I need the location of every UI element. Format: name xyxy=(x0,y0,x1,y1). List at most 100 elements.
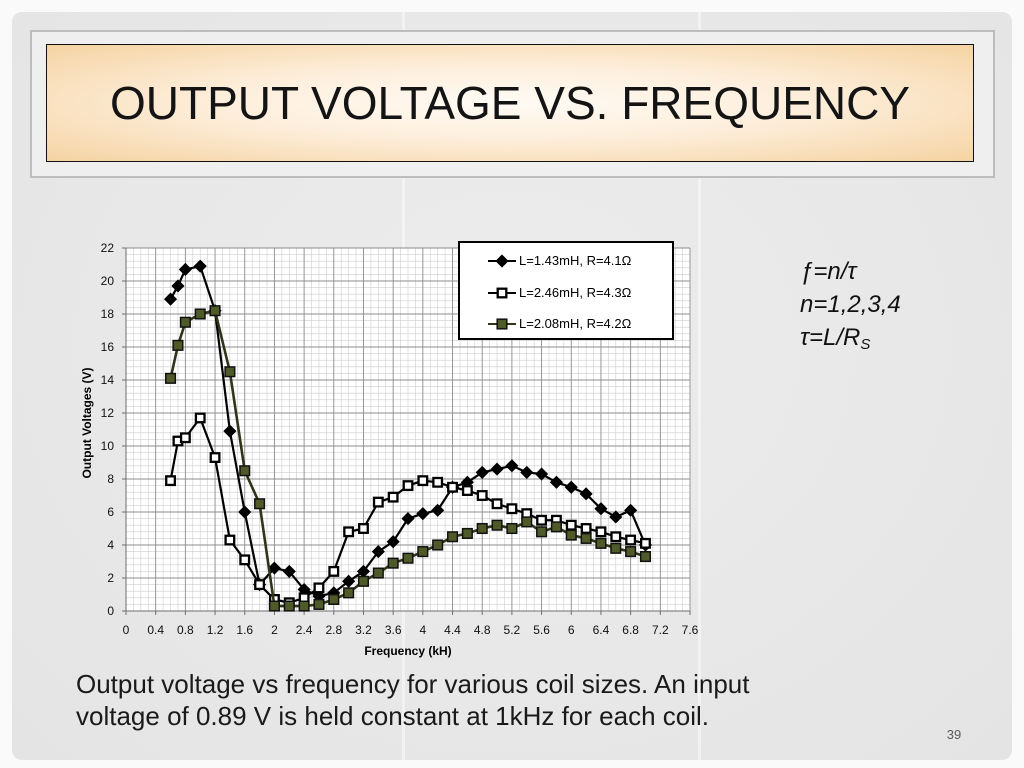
series-3 xyxy=(164,305,652,612)
series-2-point xyxy=(194,412,206,424)
axes xyxy=(122,247,691,615)
series-3-point xyxy=(179,316,191,328)
background-stripe xyxy=(698,12,701,760)
series-3-point xyxy=(446,531,459,543)
series-2-point xyxy=(387,491,399,503)
legend-marker xyxy=(488,318,516,330)
series-1-point xyxy=(238,505,252,519)
formula-block: ƒ=n/τ n=1,2,3,4 τ=L/RS xyxy=(800,255,901,354)
x-tick-label: 4 xyxy=(419,623,426,637)
series-3-point xyxy=(298,600,310,612)
y-tick-label: 0 xyxy=(107,604,114,618)
y-tick-label: 14 xyxy=(101,373,115,387)
series-3-point xyxy=(224,366,236,378)
y-tick-label: 16 xyxy=(101,340,115,354)
y-tick-label: 8 xyxy=(107,472,114,486)
series-1-point xyxy=(371,545,385,559)
series-2-point xyxy=(640,537,651,549)
x-tick-label: 7.2 xyxy=(652,623,669,637)
formula-tau: τ=L/RS xyxy=(800,321,901,354)
series-3-point xyxy=(328,593,340,605)
series-1-point xyxy=(163,292,178,306)
legend-label: L=2.08mH, R=4.2Ω xyxy=(519,316,632,331)
x-tick-label: 0 xyxy=(123,623,130,637)
series-2-point xyxy=(476,490,488,501)
series-group xyxy=(163,259,653,612)
series-1-line xyxy=(169,265,647,598)
x-tick-label: 5.6 xyxy=(533,623,550,637)
y-tick-label: 18 xyxy=(101,307,115,321)
series-3-point xyxy=(268,600,280,612)
series-1-point xyxy=(624,503,638,517)
y-tick-label: 6 xyxy=(107,505,114,519)
series-1-point xyxy=(505,459,519,473)
series-1-point xyxy=(401,512,415,526)
formula-tau-main: τ=L/R xyxy=(800,324,861,351)
series-2-point xyxy=(610,531,622,543)
legend-symbol xyxy=(496,318,508,330)
series-3-point xyxy=(372,567,384,579)
series-3-point xyxy=(164,372,177,384)
x-tick-label: 7.6 xyxy=(682,623,699,637)
series-3-point xyxy=(172,339,184,351)
x-tick-label: 1.2 xyxy=(207,623,224,637)
series-1-point xyxy=(564,480,578,494)
legend: L=1.43mH, R=4.1Ω L=2.46mH, R=4.3Ω L=2.08… xyxy=(458,241,674,340)
x-tick-label: 2.8 xyxy=(325,623,342,637)
series-3-point xyxy=(357,575,370,587)
series-1-point xyxy=(549,475,563,489)
formula-n-values: n=1,2,3,4 xyxy=(800,291,901,318)
series-2-point xyxy=(372,496,384,508)
y-axis-title: Output Voltages (V) xyxy=(80,367,94,478)
legend-symbol xyxy=(495,254,509,268)
legend-marker xyxy=(488,287,516,299)
y-tick-label: 12 xyxy=(101,406,115,420)
series-3-point xyxy=(476,522,488,535)
series-2-point xyxy=(402,480,414,492)
series-2-point xyxy=(313,582,325,594)
series-3-point xyxy=(521,516,533,528)
figure-caption: Output voltage vs frequency for various … xyxy=(76,669,750,731)
x-axis-title: Frequency (kH) xyxy=(364,644,451,658)
series-2-point xyxy=(254,579,266,591)
series-3-point xyxy=(283,600,295,612)
formula-tau-subscript: S xyxy=(860,336,871,353)
legend-item: L=1.43mH, R=4.1Ω xyxy=(460,251,672,271)
series-2-point xyxy=(565,519,577,531)
series-3-point xyxy=(343,587,355,599)
series-1-point xyxy=(475,465,489,479)
slide-title: OUTPUT VOLTAGE VS. FREQUENCY xyxy=(109,77,910,129)
title-box: OUTPUT VOLTAGE VS. FREQUENCY xyxy=(46,44,974,162)
series-1-point xyxy=(416,507,430,521)
series-2-point xyxy=(328,565,340,577)
series-3-point xyxy=(209,305,221,317)
x-tick-label: 4.8 xyxy=(474,623,491,637)
legend-symbol xyxy=(496,287,508,299)
series-2-point xyxy=(179,432,191,444)
series-2-point xyxy=(447,481,458,493)
series-2-point xyxy=(432,476,444,488)
x-tick-label: 5.2 xyxy=(504,623,521,637)
series-3-point xyxy=(536,526,548,538)
y-tick-label: 2 xyxy=(107,571,114,585)
series-1-point xyxy=(579,487,593,501)
x-tick-label: 0.8 xyxy=(177,623,194,637)
series-2-point xyxy=(343,526,355,538)
series-3-point xyxy=(432,539,444,551)
series-1-point xyxy=(609,510,623,524)
series-2 xyxy=(165,412,651,609)
y-tick-label: 10 xyxy=(101,439,115,453)
series-3-point xyxy=(610,542,622,554)
y-tick-label: 20 xyxy=(101,274,115,288)
x-tick-label: 1.6 xyxy=(236,623,253,637)
series-3-point xyxy=(580,532,592,544)
series-3-point xyxy=(254,498,266,510)
series-1-point xyxy=(267,561,281,575)
x-tick-label: 3.6 xyxy=(385,623,402,637)
legend-marker xyxy=(488,254,516,268)
x-tick-label: 3.2 xyxy=(355,623,372,637)
series-1-point xyxy=(386,535,400,549)
slide-number: 39 xyxy=(946,727,962,742)
series-3-point xyxy=(313,598,325,610)
series-3-point xyxy=(491,519,503,531)
